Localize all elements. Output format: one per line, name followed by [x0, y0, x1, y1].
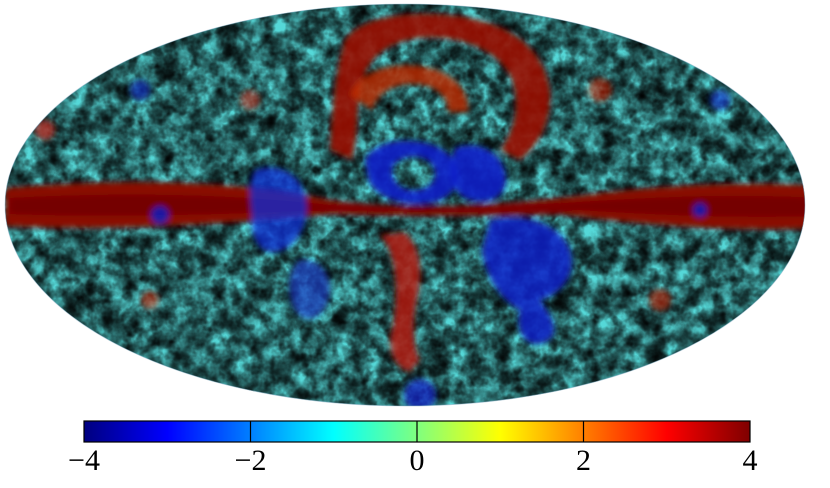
cold-loop-north	[365, 140, 459, 205]
hot-patch	[588, 78, 612, 102]
galactic-plane	[5, 182, 805, 230]
cold-region-south-east	[482, 217, 572, 344]
cold-patch	[130, 80, 150, 100]
tick-label-neg4: −4	[68, 444, 100, 477]
galactic-plane-core	[10, 194, 805, 217]
hot-patch	[240, 90, 260, 110]
north-spur	[330, 13, 551, 160]
sky-map	[5, 4, 805, 406]
south-spur	[380, 232, 421, 372]
structures	[5, 13, 805, 406]
colorbar	[83, 420, 751, 443]
tick-label-neg2: −2	[234, 444, 267, 477]
cold-patch	[151, 206, 169, 224]
north-spur-inner	[350, 65, 469, 112]
hot-patch	[649, 289, 671, 311]
cold-patch	[693, 203, 707, 217]
tick-label-4: 4	[742, 444, 758, 477]
cold-region-west	[250, 167, 307, 253]
cold-blob-east	[449, 145, 506, 202]
tick-label-2: 2	[576, 444, 591, 477]
hot-patch	[35, 120, 55, 140]
cold-patch-south	[289, 259, 330, 319]
sky-map-outline	[4, 3, 806, 407]
cold-patch	[404, 379, 436, 406]
cold-patch	[710, 90, 730, 110]
hot-patch	[141, 291, 159, 309]
colorbar-ticks	[249, 421, 585, 442]
tick-label-0: 0	[409, 444, 425, 477]
